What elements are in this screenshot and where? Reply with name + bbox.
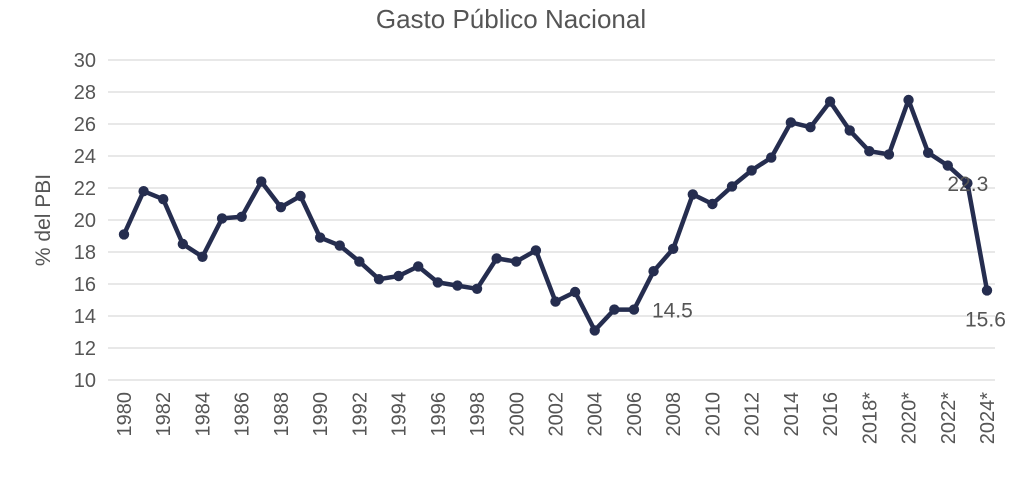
data-point (707, 198, 718, 210)
series-group (118, 94, 993, 336)
data-label: 22.3 (947, 173, 988, 196)
data-point (491, 253, 502, 264)
x-axis-ticks: 1980 1982 1984 1986 1988 1990 1992 1994 1996 1998… (114, 392, 999, 444)
data-label: 15.6 (965, 308, 1006, 331)
x-tick-label: 1994 (389, 392, 411, 437)
data-point (942, 160, 953, 171)
data-point (589, 325, 600, 336)
data-point (354, 256, 365, 267)
data-point (726, 181, 738, 192)
data-point (746, 165, 757, 176)
data-point (413, 261, 424, 272)
x-tick-label: 2010 (702, 392, 724, 437)
x-tick-label: 2020* (899, 392, 921, 444)
data-point (981, 285, 993, 296)
x-tick-label: 1992 (349, 392, 371, 437)
y-tick-label: 18 (74, 242, 96, 264)
data-point (158, 194, 169, 205)
x-tick-label: 2004 (585, 392, 607, 437)
data-point (550, 296, 561, 307)
data-point (648, 266, 659, 277)
x-tick-label: 2014 (781, 392, 803, 437)
data-point (452, 280, 463, 291)
data-point (824, 96, 836, 107)
data-point (903, 94, 914, 106)
data-point (667, 243, 679, 254)
data-point (530, 245, 542, 256)
y-tick-label: 24 (74, 146, 96, 168)
data-point (864, 146, 875, 157)
series-line (121, 97, 990, 333)
data-point (432, 277, 444, 288)
data-label: 14.5 (652, 300, 693, 323)
data-point (275, 202, 287, 213)
data-point (393, 270, 404, 282)
data-point (628, 304, 640, 315)
data-point (314, 232, 326, 243)
x-tick-label: 2008 (663, 392, 685, 437)
x-tick-label: 2002 (546, 392, 568, 437)
x-tick-label: 2006 (624, 392, 646, 437)
x-tick-label: 1982 (153, 392, 175, 437)
data-point (256, 176, 267, 187)
data-point (216, 213, 228, 224)
y-tick-label: 20 (74, 210, 96, 232)
y-tick-label: 26 (74, 114, 96, 136)
data-point (138, 186, 149, 197)
chart-title: Gasto Público Nacional (376, 4, 646, 34)
data-point (785, 117, 797, 128)
data-point (687, 189, 698, 200)
data-point (609, 304, 620, 315)
x-tick-label: 2012 (742, 392, 764, 437)
x-tick-label: 2018* (859, 392, 881, 444)
x-tick-label: 1986 (232, 392, 254, 437)
data-point (334, 240, 345, 251)
annotations: 14.5 22.3 15.6 (652, 173, 1006, 331)
x-tick-label: 1984 (192, 392, 214, 437)
y-tick-label: 12 (74, 338, 96, 360)
x-tick-label: 2016 (820, 392, 842, 437)
y-tick-label: 28 (74, 82, 96, 104)
data-point (844, 125, 855, 136)
data-point (295, 190, 306, 202)
x-tick-label: 1980 (114, 392, 136, 437)
x-tick-label: 1988 (271, 392, 293, 437)
y-tick-label: 16 (74, 274, 96, 296)
y-tick-label: 30 (74, 50, 96, 72)
data-point (511, 256, 522, 267)
data-point (177, 238, 189, 250)
data-point (471, 283, 483, 294)
x-tick-label: 1996 (428, 392, 450, 437)
data-point (569, 286, 581, 298)
y-tick-label: 14 (74, 306, 96, 328)
y-tick-label: 10 (74, 370, 96, 392)
data-point (118, 229, 130, 240)
data-point (962, 178, 973, 189)
x-tick-label: 2024* (977, 392, 999, 444)
x-tick-label: 2022* (938, 392, 960, 444)
data-point (883, 149, 895, 160)
x-tick-label: 1998 (467, 392, 489, 437)
x-tick-label: 2000 (506, 392, 528, 437)
x-tick-label: 1990 (310, 392, 332, 437)
data-point (805, 122, 816, 133)
data-point (373, 274, 385, 285)
data-point (236, 211, 247, 222)
y-axis-label: % del PBI (32, 174, 55, 266)
y-tick-label: 22 (74, 178, 96, 200)
y-axis-ticks: 10 12 14 16 18 20 22 24 26 28 30 (74, 50, 96, 392)
data-point (197, 251, 208, 262)
data-point (766, 152, 777, 163)
data-point (922, 147, 934, 158)
